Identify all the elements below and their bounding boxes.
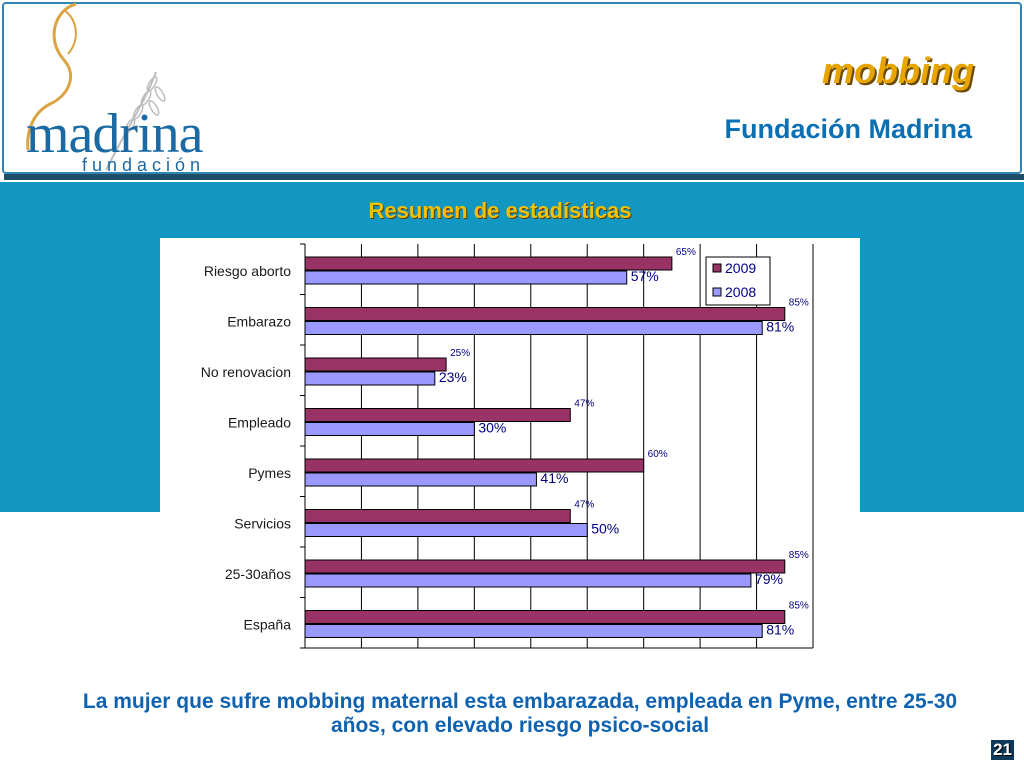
bar-2009 [304, 509, 571, 523]
logo-subtext: fundación [82, 155, 206, 175]
legend-swatch [712, 263, 722, 273]
chart-title: Resumen de estadísticas [368, 198, 632, 223]
bar-2009 [304, 357, 447, 372]
bar-2008 [304, 624, 763, 638]
data-label-2008: 50% [591, 521, 619, 537]
data-label-2009: 47% [574, 399, 594, 410]
slide-header: madrina fundación mobbing Fundación Madr… [0, 0, 1024, 178]
data-label-2008: 30% [478, 420, 506, 436]
bar-2008 [304, 371, 436, 386]
bar-2009 [304, 559, 786, 574]
data-label-2008: 81% [766, 622, 794, 638]
category-label: Empleado [228, 415, 291, 431]
bar-2008 [304, 270, 628, 285]
data-label-2009: 85% [789, 298, 809, 309]
slide-subtitle: Fundación Madrina [724, 114, 972, 144]
bar-2009 [304, 458, 645, 473]
category-label: España [244, 617, 292, 633]
legend-swatch [712, 287, 722, 297]
bar-2009 [304, 256, 673, 271]
bar-2008 [304, 573, 752, 588]
category-label: Embarazo [227, 314, 291, 330]
data-label-2008: 57% [631, 268, 659, 284]
category-label: Pymes [248, 465, 291, 481]
header-frame [2, 2, 1022, 174]
data-label-2008: 79% [755, 571, 783, 587]
bar-2008 [304, 422, 475, 436]
data-label-2009: 85% [789, 601, 809, 612]
chart-container: Riesgo aborto 65% 57% Embarazo 85% 81% No reno… [160, 238, 860, 658]
page-number: 21 [991, 740, 1014, 760]
header-divider [4, 174, 1024, 180]
bar-2008 [304, 321, 763, 335]
data-label-2009: 65% [676, 247, 696, 258]
category-label: No renovacion [201, 364, 291, 380]
madrina-logo: madrina fundación [6, 0, 206, 180]
category-label: 25-30años [225, 566, 291, 582]
bar-2009 [304, 307, 786, 321]
slide-title: mobbing [822, 50, 974, 91]
data-label-2009: 85% [789, 550, 809, 561]
category-label: Riesgo aborto [204, 263, 291, 279]
category-label: Servicios [234, 516, 291, 532]
data-label-2008: 81% [766, 319, 794, 335]
data-label-2009: 25% [450, 348, 470, 359]
bar-2009 [304, 610, 786, 624]
bar-2008 [304, 472, 537, 487]
bar-2009 [304, 408, 571, 422]
bar-chart: Riesgo aborto 65% 57% Embarazo 85% 81% No reno… [201, 243, 814, 649]
data-label-2008: 41% [540, 470, 568, 486]
bar-2008 [304, 523, 588, 537]
legend-label: 2008 [725, 284, 756, 300]
data-label-2009: 60% [648, 449, 668, 460]
legend-label: 2009 [725, 260, 756, 276]
logo-figure-icon [26, 2, 166, 171]
data-label-2008: 23% [439, 369, 467, 385]
data-label-2009: 47% [574, 500, 594, 511]
conclusion-text: La mujer que sufre mobbing maternal esta… [82, 690, 958, 737]
logo-wordmark: madrina [26, 103, 203, 165]
